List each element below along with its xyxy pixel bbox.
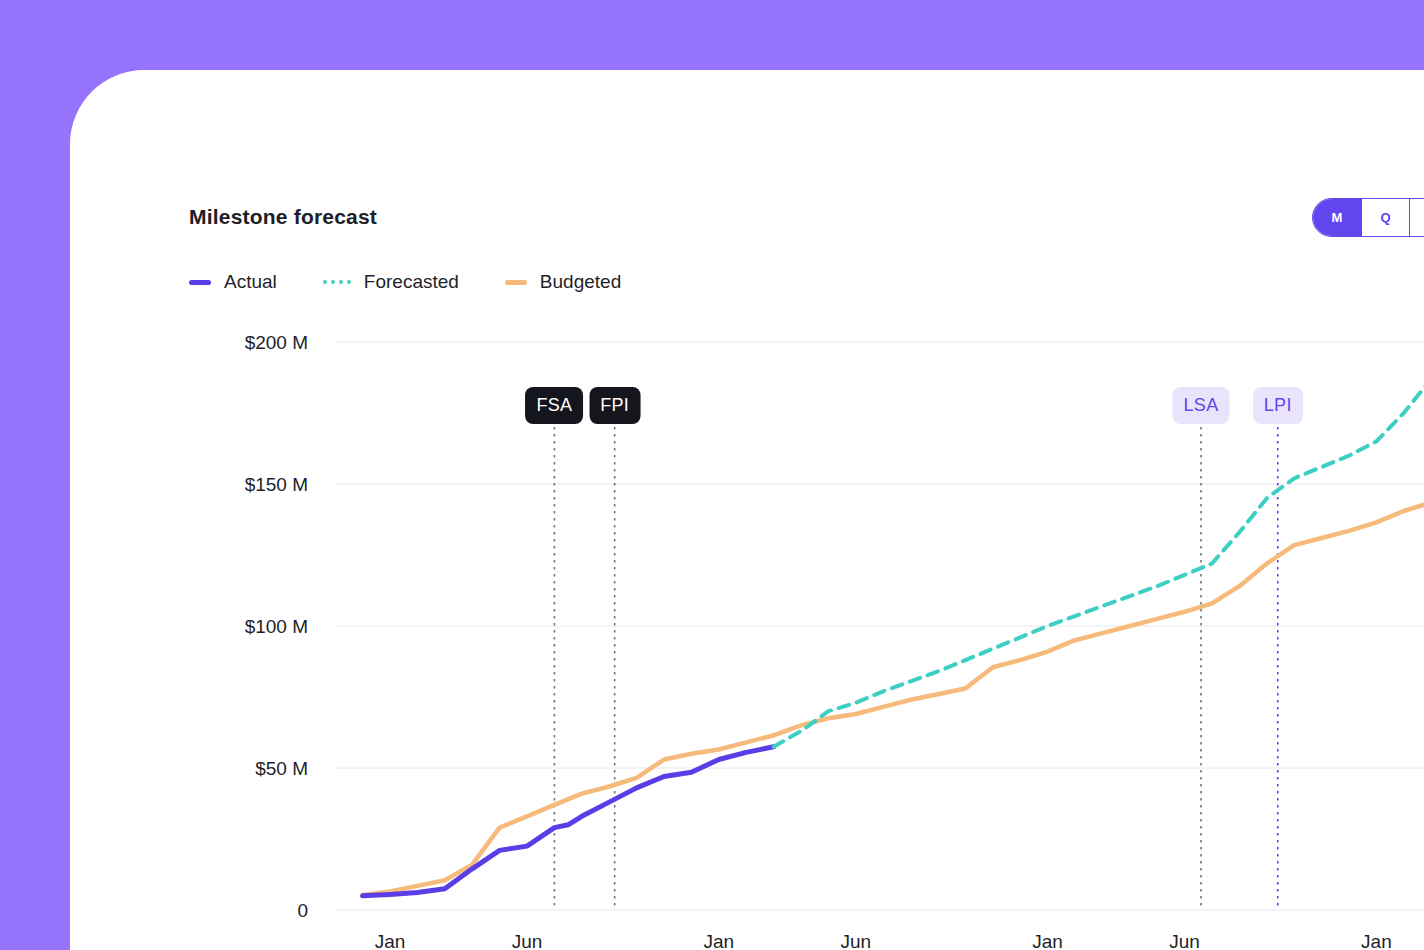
milestone-badge-fpi[interactable]: FPI: [589, 387, 640, 424]
x-axis-month-label: Jan: [375, 931, 406, 950]
milestone-badge-lsa[interactable]: LSA: [1173, 387, 1230, 424]
y-axis-label: $50 M: [255, 758, 308, 779]
y-axis-label: $150 M: [245, 474, 308, 495]
x-axis-month-label: Jun: [840, 931, 871, 950]
y-axis-label: $100 M: [245, 616, 308, 637]
milestone-badge-lpi[interactable]: LPI: [1253, 387, 1303, 424]
milestone-badge-fsa[interactable]: FSA: [525, 387, 583, 424]
x-axis-month-label: Jan: [703, 931, 734, 950]
y-axis-label: $200 M: [245, 332, 308, 353]
x-axis-month-label: Jan: [1361, 931, 1392, 950]
x-axis-month-label: Jan: [1032, 931, 1063, 950]
y-axis-label: 0: [297, 900, 308, 921]
content-card: Milestone forecast M Q Y Actual Forecast…: [70, 70, 1424, 950]
x-axis-month-label: Jun: [1169, 931, 1200, 950]
milestone-chart: $200 M$150 M$100 M$50 M0Jan2024JunJan202…: [70, 70, 1424, 950]
series-actual: [363, 747, 774, 896]
series-forecasted: [774, 345, 1424, 747]
page-background: Milestone forecast M Q Y Actual Forecast…: [0, 0, 1424, 950]
series-budgeted: [363, 501, 1424, 895]
x-axis-month-label: Jun: [512, 931, 543, 950]
